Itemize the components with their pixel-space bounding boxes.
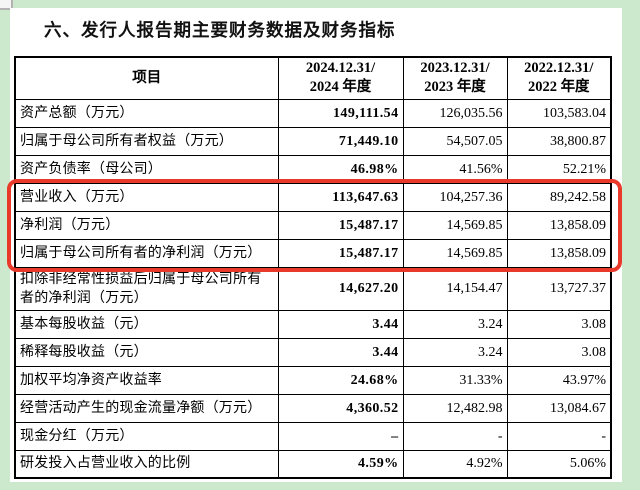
value-2024: 3.44 [277,337,404,367]
table-row-diluted-eps: 稀释每股收益（元） 3.44 3.24 3.08 [14,337,612,367]
row-label: 现金分红（万元） [14,421,279,451]
value-2024: 149,111.54 [277,98,404,128]
table-header-row: 项目 2024.12.31/ 2024 年度 2023.12.31/ 2023 … [14,56,612,100]
value-2023: 41.56% [402,154,508,184]
value-2024: 3.44 [277,309,404,339]
value-2023: - [402,421,508,451]
value-2023: 4.92% [402,449,508,479]
col-header-2022: 2022.12.31/ 2022 年度 [506,56,612,100]
value-2024: 46.98% [277,154,404,184]
value-2022: 13,084.67 [506,393,612,423]
table-row-operating-revenue: 营业收入（万元） 113,647.63 104,257.36 89,242.58 [14,182,612,212]
row-label: 扣除非经常性损益后归属于母公司所有者的净利润（万元） [14,266,279,311]
value-2024: 4.59% [277,449,404,479]
value-2022: 13,727.37 [506,266,612,311]
value-2023: 3.24 [402,337,508,367]
row-label: 基本每股收益（元） [14,309,279,339]
value-2022: 43.97% [506,365,612,395]
row-label: 资产总额（万元） [14,98,279,128]
value-2023: 14,569.85 [402,238,508,268]
value-2024: 24.68% [277,365,404,395]
financial-indicators-table: 项目 2024.12.31/ 2024 年度 2023.12.31/ 2023 … [14,56,612,479]
col-header-item: 项目 [14,56,279,100]
value-2022: 103,583.04 [506,98,612,128]
col-header-2022-line2: 2022 年度 [527,79,590,96]
table-row-rd-ratio: 研发投入占营业收入的比例 4.59% 4.92% 5.06% [14,449,612,479]
value-2022: 89,242.58 [506,182,612,212]
value-2022: 5.06% [506,449,612,479]
value-2022: - [506,421,612,451]
value-2023: 3.24 [402,309,508,339]
value-2023: 126,035.56 [402,98,508,128]
value-2024: 4,360.52 [277,393,404,423]
row-label: 研发投入占营业收入的比例 [14,449,279,479]
value-2023: 104,257.36 [402,182,508,212]
table-row-parent-net-profit: 归属于母公司所有者的净利润（万元） 15,487.17 14,569.85 13… [14,238,612,268]
window-corner-fragment [0,0,13,10]
table-row-deducted-net-profit: 扣除非经常性损益后归属于母公司所有者的净利润（万元） 14,627.20 14,… [14,266,612,311]
value-2022: 38,800.87 [506,126,612,156]
table-row-net-profit: 净利润（万元） 15,487.17 14,569.85 13,858.09 [14,210,612,240]
row-label: 稀释每股收益（元） [14,337,279,367]
col-header-2023-line1: 2023.12.31/ [420,60,490,77]
table-row-weighted-roe: 加权平均净资产收益率 24.68% 31.33% 43.97% [14,365,612,395]
col-header-2023: 2023.12.31/ 2023 年度 [402,56,508,100]
value-2023: 12,482.98 [402,393,508,423]
value-2023: 31.33% [402,365,508,395]
value-2023: 54,507.05 [402,126,508,156]
row-label: 归属于母公司所有者的净利润（万元） [14,238,279,268]
value-2024: 15,487.17 [277,210,404,240]
document-page: 六、发行人报告期主要财务数据及财务指标 项目 2024.12.31/ 2024 … [10,8,622,482]
value-2023: 14,154.47 [402,266,508,311]
row-label: 经营活动产生的现金流量净额（万元） [14,393,279,423]
value-2022: 3.08 [506,309,612,339]
col-header-2022-line1: 2022.12.31/ [524,60,594,77]
row-label: 资产负债率（母公司） [14,154,279,184]
row-label: 营业收入（万元） [14,182,279,212]
value-2024: 71,449.10 [277,126,404,156]
value-2022: 52.21% [506,154,612,184]
table-row-operating-cash-flow: 经营活动产生的现金流量净额（万元） 4,360.52 12,482.98 13,… [14,393,612,423]
table-row-parent-equity: 归属于母公司所有者权益（万元） 71,449.10 54,507.05 38,8… [14,126,612,156]
value-2024: 15,487.17 [277,238,404,268]
section-title: 六、发行人报告期主要财务数据及财务指标 [44,20,396,40]
value-2022: 3.08 [506,337,612,367]
table-row-basic-eps: 基本每股收益（元） 3.44 3.24 3.08 [14,309,612,339]
col-header-2024-line1: 2024.12.31/ [305,60,376,77]
col-header-2024: 2024.12.31/ 2024 年度 [277,56,404,100]
value-2023: 14,569.85 [402,210,508,240]
row-label: 加权平均净资产收益率 [14,365,279,395]
value-2024: 14,627.20 [277,266,404,311]
row-label: 净利润（万元） [14,210,279,240]
value-2024: – [277,421,404,451]
table-row-total-assets: 资产总额（万元） 149,111.54 126,035.56 103,583.0… [14,98,612,128]
value-2022: 13,858.09 [506,210,612,240]
table-row-debt-ratio: 资产负债率（母公司） 46.98% 41.56% 52.21% [14,154,612,184]
row-label: 归属于母公司所有者权益（万元） [14,126,279,156]
value-2022: 13,858.09 [506,238,612,268]
col-header-2023-line2: 2023 年度 [424,79,486,96]
value-2024: 113,647.63 [277,182,404,212]
col-header-2024-line2: 2024 年度 [309,79,372,96]
table-row-cash-dividend: 现金分红（万元） – - - [14,421,612,451]
